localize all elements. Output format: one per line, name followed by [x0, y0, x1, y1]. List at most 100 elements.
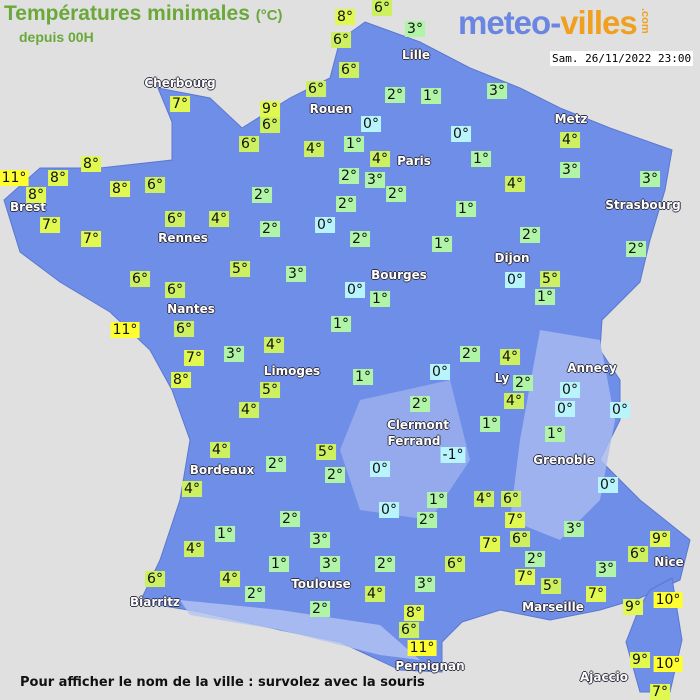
temperature-marker[interactable]: 6° [445, 556, 465, 572]
temperature-marker[interactable]: 2° [410, 396, 430, 412]
temperature-marker[interactable]: 8° [335, 9, 355, 25]
temperature-marker[interactable]: 6° [145, 177, 165, 193]
temperature-marker[interactable]: 5° [316, 444, 336, 460]
temperature-marker[interactable]: 9° [623, 599, 643, 615]
temperature-marker[interactable]: 8° [81, 156, 101, 172]
meteo-villes-logo[interactable]: meteo-villes .com [458, 4, 651, 42]
temperature-marker[interactable]: 1° [344, 136, 364, 152]
temperature-marker[interactable]: 4° [264, 337, 284, 353]
temperature-marker[interactable]: 6° [239, 136, 259, 152]
temperature-marker[interactable]: 8° [48, 170, 68, 186]
temperature-marker[interactable]: 6° [306, 81, 326, 97]
temperature-marker[interactable]: 1° [269, 556, 289, 572]
temperature-marker[interactable]: 6° [331, 32, 351, 48]
temperature-marker[interactable]: 0° [379, 502, 399, 518]
temperature-marker[interactable]: 2° [266, 456, 286, 472]
temperature-marker[interactable]: 1° [215, 526, 235, 542]
temperature-marker[interactable]: 1° [456, 201, 476, 217]
temperature-marker[interactable]: 0° [451, 126, 471, 142]
temperature-marker[interactable]: 4° [209, 211, 229, 227]
temperature-marker[interactable]: 0° [361, 116, 381, 132]
temperature-marker[interactable]: 2° [336, 196, 356, 212]
temperature-marker[interactable]: 2° [260, 221, 280, 237]
temperature-marker[interactable]: 7° [184, 350, 204, 366]
temperature-marker[interactable]: 2° [245, 586, 265, 602]
temperature-marker[interactable]: 2° [386, 186, 406, 202]
temperature-marker[interactable]: 1° [480, 416, 500, 432]
temperature-marker[interactable]: 0° [610, 402, 630, 418]
temperature-marker[interactable]: 4° [500, 349, 520, 365]
temperature-marker[interactable]: 1° [421, 88, 441, 104]
temperature-marker[interactable]: 5° [541, 578, 561, 594]
temperature-marker[interactable]: 9° [630, 652, 650, 668]
temperature-marker[interactable]: 2° [525, 551, 545, 567]
temperature-marker[interactable]: 2° [310, 601, 330, 617]
temperature-marker[interactable]: 7° [170, 96, 190, 112]
temperature-marker[interactable]: 7° [505, 512, 525, 528]
temperature-marker[interactable]: 5° [230, 261, 250, 277]
temperature-marker[interactable]: 6° [165, 211, 185, 227]
temperature-marker[interactable]: 11° [0, 170, 29, 186]
temperature-marker[interactable]: 3° [405, 21, 425, 37]
temperature-marker[interactable]: 7° [586, 586, 606, 602]
temperature-marker[interactable]: 6° [399, 622, 419, 638]
temperature-marker[interactable]: 0° [555, 401, 575, 417]
temperature-marker[interactable]: 11° [407, 640, 437, 656]
temperature-marker[interactable]: 4° [184, 541, 204, 557]
temperature-marker[interactable]: 3° [487, 83, 507, 99]
temperature-marker[interactable]: 6° [510, 531, 530, 547]
temperature-marker[interactable]: 1° [535, 289, 555, 305]
temperature-marker[interactable]: 1° [432, 236, 452, 252]
temperature-marker[interactable]: 6° [260, 117, 280, 133]
temperature-marker[interactable]: 6° [174, 321, 194, 337]
temperature-marker[interactable]: 3° [640, 171, 660, 187]
temperature-marker[interactable]: 3° [320, 556, 340, 572]
temperature-marker[interactable]: 3° [564, 521, 584, 537]
temperature-marker[interactable]: 2° [513, 375, 533, 391]
temperature-marker[interactable]: 3° [415, 576, 435, 592]
temperature-marker[interactable]: 7° [40, 217, 60, 233]
temperature-marker[interactable]: 6° [130, 271, 150, 287]
temperature-marker[interactable]: 3° [224, 346, 244, 362]
temperature-marker[interactable]: 7° [650, 684, 670, 700]
temperature-marker[interactable]: 4° [474, 491, 494, 507]
temperature-marker[interactable]: 2° [626, 241, 646, 257]
temperature-marker[interactable]: 3° [286, 266, 306, 282]
temperature-marker[interactable]: 6° [372, 0, 392, 16]
temperature-marker[interactable]: 2° [417, 512, 437, 528]
temperature-marker[interactable]: 2° [375, 556, 395, 572]
temperature-marker[interactable]: 1° [545, 426, 565, 442]
temperature-marker[interactable]: 7° [480, 536, 500, 552]
temperature-marker[interactable]: 4° [239, 402, 259, 418]
temperature-marker[interactable]: 10° [653, 592, 683, 608]
temperature-marker[interactable]: 4° [304, 141, 324, 157]
temperature-marker[interactable]: 6° [339, 62, 359, 78]
temperature-marker[interactable]: 1° [370, 291, 390, 307]
temperature-marker[interactable]: 0° [430, 364, 450, 380]
temperature-marker[interactable]: 0° [598, 477, 618, 493]
temperature-marker[interactable]: 4° [370, 151, 390, 167]
temperature-marker[interactable]: 2° [280, 511, 300, 527]
temperature-marker[interactable]: 4° [504, 393, 524, 409]
temperature-marker[interactable]: 6° [501, 491, 521, 507]
temperature-marker[interactable]: 0° [560, 382, 580, 398]
temperature-marker[interactable]: 7° [81, 231, 101, 247]
temperature-marker[interactable]: 2° [325, 467, 345, 483]
temperature-marker[interactable]: 5° [540, 271, 560, 287]
temperature-marker[interactable]: 9° [260, 101, 280, 117]
temperature-marker[interactable]: 4° [505, 176, 525, 192]
temperature-marker[interactable]: 8° [171, 372, 191, 388]
temperature-marker[interactable]: 6° [628, 546, 648, 562]
temperature-marker[interactable]: -1° [440, 447, 466, 463]
temperature-marker[interactable]: 2° [520, 227, 540, 243]
temperature-marker[interactable]: 11° [110, 322, 140, 338]
temperature-marker[interactable]: 0° [315, 217, 335, 233]
temperature-marker[interactable]: 9° [650, 531, 670, 547]
temperature-marker[interactable]: 8° [110, 181, 130, 197]
temperature-marker[interactable]: 6° [145, 571, 165, 587]
temperature-marker[interactable]: 4° [220, 571, 240, 587]
temperature-marker[interactable]: 8° [404, 605, 424, 621]
temperature-marker[interactable]: 4° [560, 132, 580, 148]
temperature-marker[interactable]: 0° [345, 282, 365, 298]
temperature-marker[interactable]: 1° [471, 151, 491, 167]
